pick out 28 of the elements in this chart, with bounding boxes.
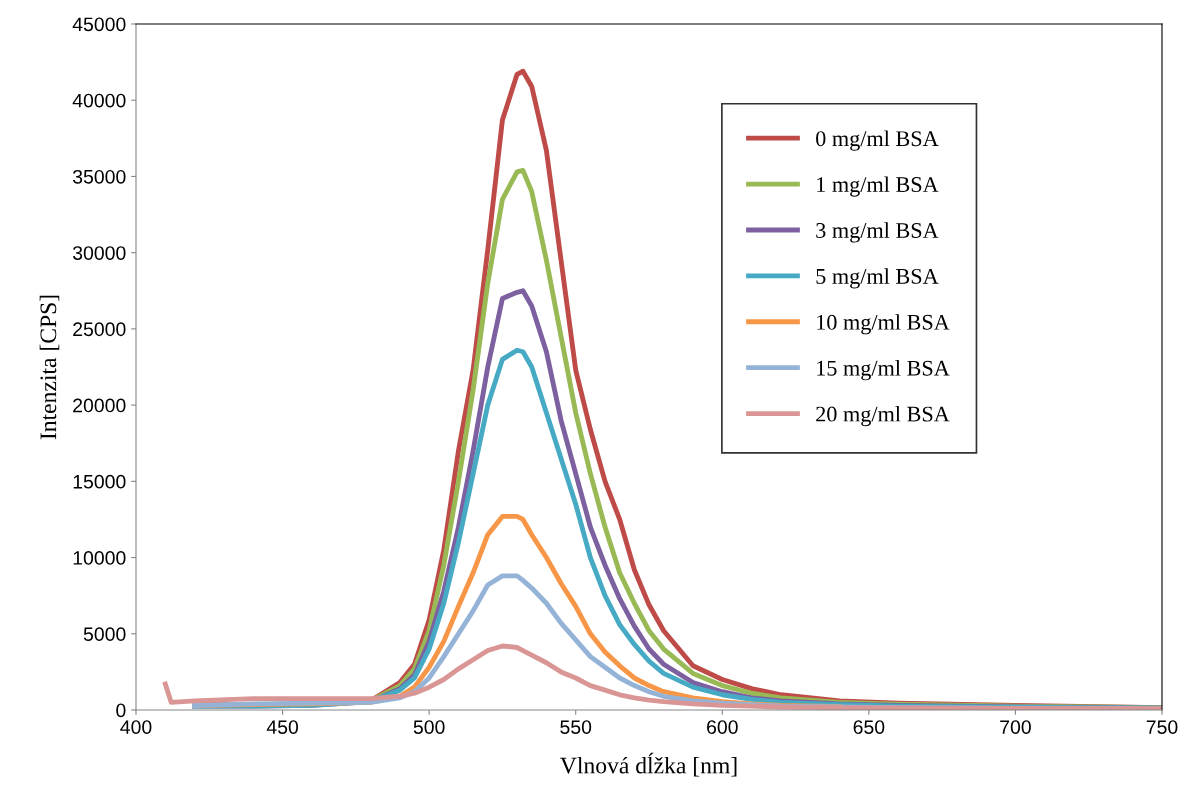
y-tick-label: 5000 [83, 627, 126, 642]
legend-label: 0 mg/ml BSA [816, 130, 939, 151]
legend-label: 10 mg/ml BSA [817, 314, 950, 335]
y-tick-label: 20000 [73, 398, 126, 413]
y-tick-label: 40000 [72, 93, 126, 108]
legend-label: 3 mg/ml BSA [816, 222, 939, 243]
y-tick-label: 45000 [72, 17, 126, 32]
y-tick-label: 10000 [73, 551, 126, 565]
x-axis-title: Vlnová dĺžka [nm] [560, 752, 737, 777]
line-series [162, 643, 1162, 710]
x-tick-label: 550 [560, 720, 592, 734]
y-tick-label: 35000 [72, 169, 126, 184]
x-tick-label: 650 [853, 720, 885, 734]
x-tick-label: 750 [1146, 720, 1178, 734]
y-tick-label: 25000 [73, 322, 126, 337]
y-tick-label: 15000 [73, 474, 126, 489]
x-tick-label: 400 [120, 720, 152, 734]
x-tick-label: 450 [266, 720, 299, 734]
legend-label: 5 mg/ml BSA [816, 268, 939, 289]
x-tick-label: 600 [707, 720, 738, 734]
legend-label: 20 mg/ml BSA [816, 405, 950, 427]
x-tick-label: 500 [413, 720, 445, 734]
y-axis-title: Intenzita [CPS] [39, 295, 60, 440]
legend-label: 15 mg/ml BSA [817, 360, 950, 381]
x-tick-label: 700 [1000, 720, 1031, 734]
legend-label: 1 mg/ml BSA [817, 176, 939, 197]
y-tick-label: 30000 [72, 246, 126, 260]
y-tick-label: 0 [116, 703, 126, 718]
